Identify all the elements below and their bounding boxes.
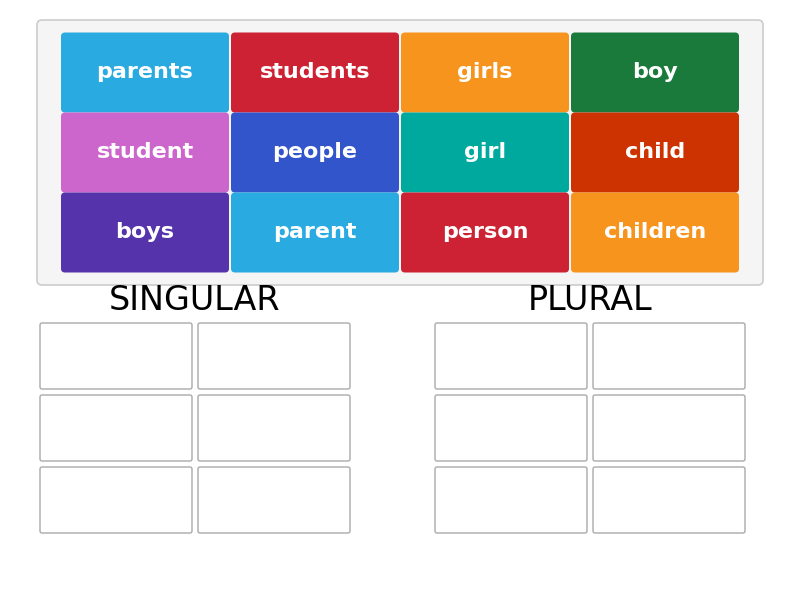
Text: people: people <box>273 142 358 163</box>
FancyBboxPatch shape <box>61 113 229 193</box>
Text: student: student <box>96 142 194 163</box>
FancyBboxPatch shape <box>571 193 739 272</box>
Text: students: students <box>260 62 370 82</box>
Text: parents: parents <box>97 62 194 82</box>
FancyBboxPatch shape <box>198 395 350 461</box>
Text: child: child <box>625 142 685 163</box>
Text: girl: girl <box>464 142 506 163</box>
FancyBboxPatch shape <box>40 395 192 461</box>
Text: person: person <box>442 223 528 242</box>
FancyBboxPatch shape <box>198 467 350 533</box>
FancyBboxPatch shape <box>593 395 745 461</box>
FancyBboxPatch shape <box>401 113 569 193</box>
FancyBboxPatch shape <box>435 395 587 461</box>
FancyBboxPatch shape <box>593 323 745 389</box>
FancyBboxPatch shape <box>435 323 587 389</box>
FancyBboxPatch shape <box>231 32 399 113</box>
FancyBboxPatch shape <box>571 32 739 113</box>
FancyBboxPatch shape <box>401 32 569 113</box>
FancyBboxPatch shape <box>198 323 350 389</box>
FancyBboxPatch shape <box>37 20 763 285</box>
FancyBboxPatch shape <box>401 193 569 272</box>
FancyBboxPatch shape <box>61 193 229 272</box>
Text: girls: girls <box>458 62 513 82</box>
FancyBboxPatch shape <box>40 323 192 389</box>
FancyBboxPatch shape <box>593 467 745 533</box>
Text: parent: parent <box>274 223 357 242</box>
FancyBboxPatch shape <box>40 467 192 533</box>
Text: children: children <box>604 223 706 242</box>
Text: boy: boy <box>632 62 678 82</box>
FancyBboxPatch shape <box>435 467 587 533</box>
Text: PLURAL: PLURAL <box>528 283 652 317</box>
Text: SINGULAR: SINGULAR <box>109 283 281 317</box>
FancyBboxPatch shape <box>231 193 399 272</box>
FancyBboxPatch shape <box>571 113 739 193</box>
Text: boys: boys <box>115 223 174 242</box>
FancyBboxPatch shape <box>61 32 229 113</box>
FancyBboxPatch shape <box>231 113 399 193</box>
